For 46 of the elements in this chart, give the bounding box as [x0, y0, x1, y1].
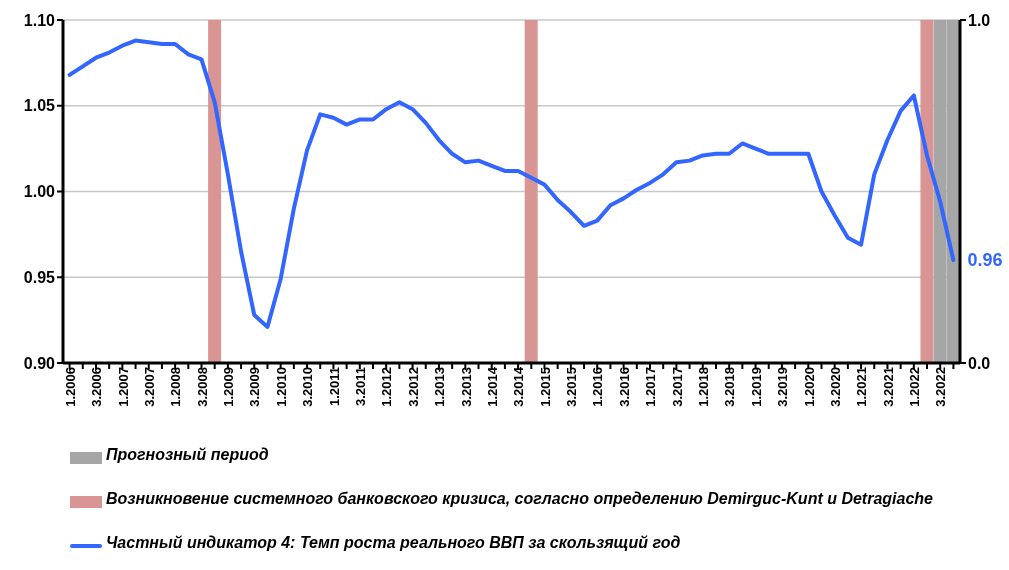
legend-label: Частный индикатор 4: Темп роста реального ВВП за скользящий год	[106, 534, 681, 552]
x-tick-label: 1.2008	[168, 367, 184, 407]
x-tick-label: 3.2012	[405, 367, 421, 407]
x-tick-label: 1.2018	[696, 367, 711, 407]
y-tick-label: 1.05	[23, 97, 56, 115]
legend-label: Возникновение системного банковского кризиса, согласно определению Demirguc-Kunt и Detragiache	[106, 490, 933, 508]
x-tick-label: 3.2010	[300, 367, 316, 407]
x-tick-label: 3.2015	[564, 367, 580, 407]
x-tick-label: 1.2022	[907, 367, 923, 407]
x-tick-label: 3.2008	[194, 367, 210, 407]
x-tick-label: 3.2016	[616, 367, 632, 407]
y-tick-label: 0.90	[23, 354, 56, 372]
x-tick-label: 1.2013	[432, 367, 448, 407]
y-tick-label: 1.00	[23, 183, 56, 201]
x-tick-label: 1.2021	[854, 367, 870, 407]
x-tick-label: 3.2006	[89, 367, 105, 407]
x-tick-label: 1.2006	[62, 367, 78, 407]
x-tick-label: 1.2007	[115, 367, 131, 407]
legend-label: Прогнозный период	[106, 446, 269, 464]
x-tick-label: 1.2012	[379, 367, 395, 407]
x-tick-label: 3.2014	[511, 366, 527, 407]
x-tick-label: 3.2009	[247, 367, 263, 407]
x-tick-label: 1.2019	[748, 367, 764, 407]
x-tick-label: 3.2019	[775, 367, 791, 407]
x-tick-label: 1.2010	[273, 367, 289, 407]
x-tick-label: 3.2021	[880, 367, 896, 407]
line-series	[67, 38, 956, 329]
x-tick-label: 1.2020	[801, 367, 817, 407]
x-tick-label: 3.2017	[669, 367, 685, 407]
x-tick-label: 1.2015	[537, 367, 553, 407]
x-tick-label: 1.2014	[484, 366, 500, 407]
x-tick-label: 3.2007	[141, 367, 157, 407]
y2-tick-label: 0.0	[968, 354, 991, 372]
data-label: 0.96	[967, 250, 1003, 271]
x-tick-label: 1.2016	[590, 367, 606, 407]
x-tick-label: 3.2018	[722, 367, 738, 407]
x-tick-label: 1.2017	[643, 367, 659, 407]
y-tick-label: 1.10	[23, 11, 56, 29]
x-tick-label: 3.2013	[458, 367, 474, 407]
y-tick-label: 0.95	[23, 268, 56, 286]
x-tick-label: 3.2020	[827, 367, 843, 407]
x-tick-label: 1.2009	[221, 367, 237, 407]
x-tick-label: 3.2011	[353, 367, 369, 407]
x-tick-label: 1.2011	[326, 367, 342, 407]
x-tick-label: 3.2022	[933, 367, 949, 407]
y2-tick-label: 1.0	[968, 11, 991, 29]
